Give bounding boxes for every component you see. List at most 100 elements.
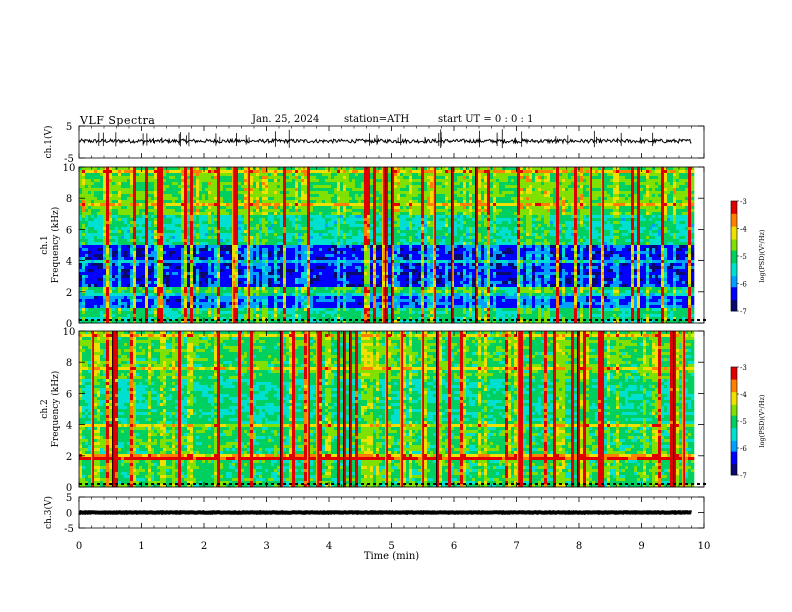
spectrogram-cell xyxy=(184,224,188,228)
spectrogram-cell xyxy=(232,173,239,177)
spectrogram-cell xyxy=(499,257,509,261)
spectrogram-cell xyxy=(433,221,437,225)
spectrogram-cell xyxy=(340,170,344,174)
spectrogram-cell xyxy=(580,236,584,240)
spectrogram-cell xyxy=(454,194,458,198)
spectrogram-cell xyxy=(100,182,104,186)
spectrogram-cell xyxy=(253,227,257,231)
spectrogram-cell xyxy=(433,197,437,201)
spectrogram-cell xyxy=(175,224,182,228)
spectrogram-cell xyxy=(466,248,473,252)
spectrogram-cell xyxy=(172,218,176,222)
spectrogram-cell xyxy=(379,191,383,195)
spectrogram-cell xyxy=(511,242,518,246)
spectrogram-cell xyxy=(112,257,119,261)
spectrogram-cell xyxy=(496,173,509,177)
spectrogram-cell xyxy=(370,251,374,255)
spectrogram-cell xyxy=(691,179,695,183)
spectrogram-cell xyxy=(103,230,107,234)
spectrogram-cell xyxy=(82,206,86,210)
spectrogram-cell xyxy=(190,245,194,249)
spectrogram-cell xyxy=(85,215,89,219)
spectrogram-cell xyxy=(613,230,617,234)
spectrogram-cell xyxy=(340,215,344,219)
spectrogram-cell xyxy=(580,191,584,195)
spectrogram-cell xyxy=(118,236,122,240)
spectrogram-cell xyxy=(646,227,650,231)
spectrogram-cell xyxy=(226,179,230,183)
spectrogram-cell xyxy=(307,251,311,255)
spectrogram-cell xyxy=(388,257,392,261)
spectrogram-cell xyxy=(250,236,254,240)
spectrogram-cell xyxy=(148,176,155,180)
spectrogram-cell xyxy=(616,251,620,255)
spectrogram-cell xyxy=(220,197,224,201)
spectrogram-cell xyxy=(556,218,560,222)
spectrogram-cell xyxy=(478,200,482,204)
spectrogram-cell xyxy=(634,200,638,204)
spectrogram-cell xyxy=(541,215,545,219)
spectrogram-cell xyxy=(259,260,263,264)
spectrogram-cell xyxy=(268,212,272,216)
spectrogram-cell xyxy=(631,185,635,189)
spectrogram-cell xyxy=(211,167,215,171)
spectrogram-cell xyxy=(106,185,110,189)
spectrogram-cell xyxy=(316,173,323,177)
spectrogram-cell xyxy=(331,212,338,216)
spectrogram-cell xyxy=(592,254,596,258)
spectrogram-cell xyxy=(616,230,620,234)
spectrogram-cell xyxy=(358,182,362,186)
spectrogram-cell xyxy=(115,182,119,186)
spectrogram-cell xyxy=(424,242,428,246)
spectrogram-cell xyxy=(691,236,695,240)
spectrogram-cell xyxy=(82,236,86,240)
spectrogram-cell xyxy=(214,263,218,267)
spectrogram-cell xyxy=(346,194,350,198)
spectrogram-cell xyxy=(142,215,146,219)
spectrogram-cell xyxy=(217,194,221,198)
spectrogram-cell xyxy=(220,254,224,258)
spectrogram-cell xyxy=(679,254,686,258)
spectrogram-cell xyxy=(88,215,92,219)
spectrogram-cell xyxy=(532,230,536,234)
spectrogram-cell xyxy=(88,242,104,246)
spectrogram-cell xyxy=(208,260,212,264)
spectrogram-cell xyxy=(511,185,518,189)
spectrogram-cell xyxy=(82,242,86,246)
spectrogram-cell xyxy=(508,224,518,228)
spectrogram-cell xyxy=(109,230,113,234)
spectrogram-cell xyxy=(340,173,350,177)
spectrogram-cell xyxy=(688,170,692,174)
spectrogram-cell xyxy=(301,194,308,198)
spectrogram-cell xyxy=(340,182,344,186)
spectrogram-cell xyxy=(316,221,326,225)
spectrogram-cell xyxy=(529,248,533,252)
spectrogram-cell xyxy=(259,218,263,222)
spectrogram-cell xyxy=(220,236,224,240)
spectrogram-cell xyxy=(415,185,419,189)
spectrogram-cell xyxy=(691,239,695,243)
spectrogram-cell xyxy=(118,170,122,174)
spectrogram-cell xyxy=(406,233,410,237)
spectrogram-cell xyxy=(562,260,566,264)
spectrogram-cell xyxy=(406,218,410,222)
spectrogram-cell xyxy=(436,182,443,186)
spectrogram-cell xyxy=(454,170,464,174)
spectrogram-cell xyxy=(430,212,434,216)
spectrogram-cell xyxy=(337,185,341,189)
spectrogram-cell xyxy=(391,176,395,180)
spectrogram-cell xyxy=(451,236,455,240)
spectrogram-cell xyxy=(202,206,206,210)
spectrogram-cell xyxy=(610,257,626,261)
spectrogram-cell xyxy=(622,188,626,192)
spectrogram-cell xyxy=(187,206,191,210)
spectrogram-cell xyxy=(640,200,650,204)
spectrogram-cell xyxy=(298,260,302,264)
spectrogram-cell xyxy=(220,215,233,219)
spectrogram-cell xyxy=(511,218,515,222)
spectrogram-cell xyxy=(364,167,368,171)
spectrogram-cell xyxy=(541,200,545,204)
spectrogram-cell xyxy=(280,185,284,189)
spectrogram-cell xyxy=(292,239,299,243)
spectrogram-cell xyxy=(496,260,503,264)
